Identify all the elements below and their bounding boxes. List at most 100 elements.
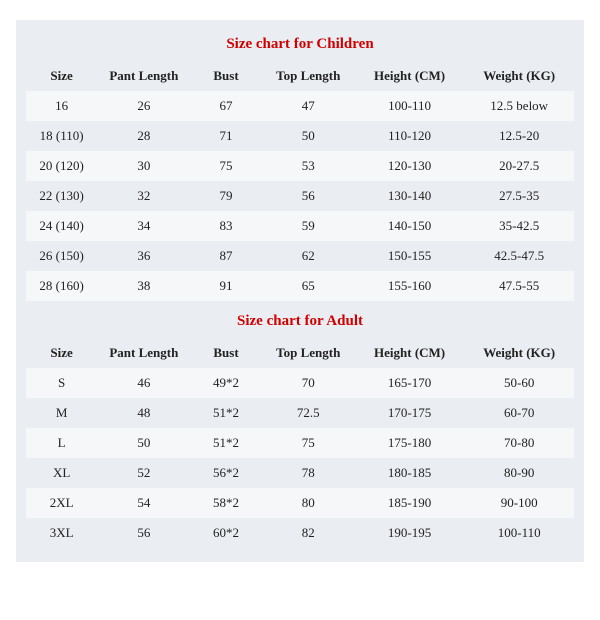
children-header-cell: Size [26,61,97,91]
children-cell: 42.5-47.5 [464,241,574,271]
adult-table-row: 3XL5660*282190-195100-110 [26,518,574,548]
adult-cell: 58*2 [190,488,261,518]
size-chart-sheet: Size chart for Children SizePant LengthB… [16,20,584,562]
adult-cell: 100-110 [464,518,574,548]
children-header-cell: Weight (KG) [464,61,574,91]
adult-cell: 80-90 [464,458,574,488]
children-cell: 50 [262,121,355,151]
children-cell: 20-27.5 [464,151,574,181]
adult-cell: 190-195 [355,518,465,548]
children-cell: 59 [262,211,355,241]
children-cell: 150-155 [355,241,465,271]
children-table-row: 24 (140)348359140-15035-42.5 [26,211,574,241]
adult-cell: 70-80 [464,428,574,458]
adult-table-row: L5051*275175-18070-80 [26,428,574,458]
adult-cell: 54 [97,488,190,518]
adult-cell: 72.5 [262,398,355,428]
children-cell: 130-140 [355,181,465,211]
children-header-cell: Height (CM) [355,61,465,91]
adult-size-table: SizePant LengthBustTop LengthHeight (CM)… [26,338,574,548]
adult-cell: 170-175 [355,398,465,428]
adult-cell: 60*2 [190,518,261,548]
children-table-row: 16266747100-11012.5 below [26,91,574,121]
adult-cell: 56 [97,518,190,548]
children-table-row: 28 (160)389165155-16047.5-55 [26,271,574,301]
children-cell: 79 [190,181,261,211]
children-cell: 67 [190,91,261,121]
children-cell: 12.5 below [464,91,574,121]
adult-cell: 46 [97,368,190,398]
adult-header-cell: Top Length [262,338,355,368]
adult-cell: 165-170 [355,368,465,398]
adult-cell: 90-100 [464,488,574,518]
children-table-row: 26 (150)368762150-15542.5-47.5 [26,241,574,271]
adult-table-row: S4649*270165-17050-60 [26,368,574,398]
adult-chart-title: Size chart for Adult [26,307,574,338]
children-body: 16266747100-11012.5 below18 (110)2871501… [26,91,574,301]
adult-cell: 185-190 [355,488,465,518]
adult-table-row: M4851*272.5170-17560-70 [26,398,574,428]
adult-cell: 49*2 [190,368,261,398]
children-cell: 34 [97,211,190,241]
adult-table-row: XL5256*278180-18580-90 [26,458,574,488]
adult-cell: 56*2 [190,458,261,488]
children-cell: 120-130 [355,151,465,181]
children-cell: 36 [97,241,190,271]
adult-cell: 70 [262,368,355,398]
children-header-cell: Top Length [262,61,355,91]
children-cell: 26 (150) [26,241,97,271]
children-cell: 91 [190,271,261,301]
adult-cell: 180-185 [355,458,465,488]
adult-header-cell: Size [26,338,97,368]
children-cell: 140-150 [355,211,465,241]
adult-table-row: 2XL5458*280185-19090-100 [26,488,574,518]
children-header-cell: Pant Length [97,61,190,91]
children-cell: 16 [26,91,97,121]
adult-cell: 51*2 [190,398,261,428]
adult-cell: 78 [262,458,355,488]
children-cell: 47 [262,91,355,121]
adult-header-cell: Bust [190,338,261,368]
adult-cell: 3XL [26,518,97,548]
adult-cell: 75 [262,428,355,458]
children-cell: 100-110 [355,91,465,121]
children-cell: 35-42.5 [464,211,574,241]
children-cell: 28 [97,121,190,151]
children-cell: 24 (140) [26,211,97,241]
children-cell: 71 [190,121,261,151]
adult-cell: 82 [262,518,355,548]
children-cell: 53 [262,151,355,181]
adult-cell: 60-70 [464,398,574,428]
adult-cell: M [26,398,97,428]
children-table-row: 22 (130)327956130-14027.5-35 [26,181,574,211]
children-cell: 87 [190,241,261,271]
children-table-row: 20 (120)307553120-13020-27.5 [26,151,574,181]
children-size-table: SizePant LengthBustTop LengthHeight (CM)… [26,61,574,301]
adult-cell: S [26,368,97,398]
adult-header-cell: Height (CM) [355,338,465,368]
children-header-cell: Bust [190,61,261,91]
children-cell: 12.5-20 [464,121,574,151]
adult-cell: 80 [262,488,355,518]
adult-cell: XL [26,458,97,488]
children-cell: 75 [190,151,261,181]
children-cell: 28 (160) [26,271,97,301]
adult-cell: 48 [97,398,190,428]
adult-header-cell: Pant Length [97,338,190,368]
children-cell: 83 [190,211,261,241]
adult-header-row: SizePant LengthBustTop LengthHeight (CM)… [26,338,574,368]
adult-cell: 52 [97,458,190,488]
children-cell: 26 [97,91,190,121]
children-cell: 18 (110) [26,121,97,151]
children-cell: 30 [97,151,190,181]
children-cell: 20 (120) [26,151,97,181]
children-chart-title: Size chart for Children [26,30,574,61]
adult-header-cell: Weight (KG) [464,338,574,368]
adult-body: S4649*270165-17050-60M4851*272.5170-1756… [26,368,574,548]
children-cell: 22 (130) [26,181,97,211]
adult-cell: 51*2 [190,428,261,458]
children-cell: 65 [262,271,355,301]
children-table-row: 18 (110)287150110-12012.5-20 [26,121,574,151]
children-cell: 27.5-35 [464,181,574,211]
adult-cell: 2XL [26,488,97,518]
